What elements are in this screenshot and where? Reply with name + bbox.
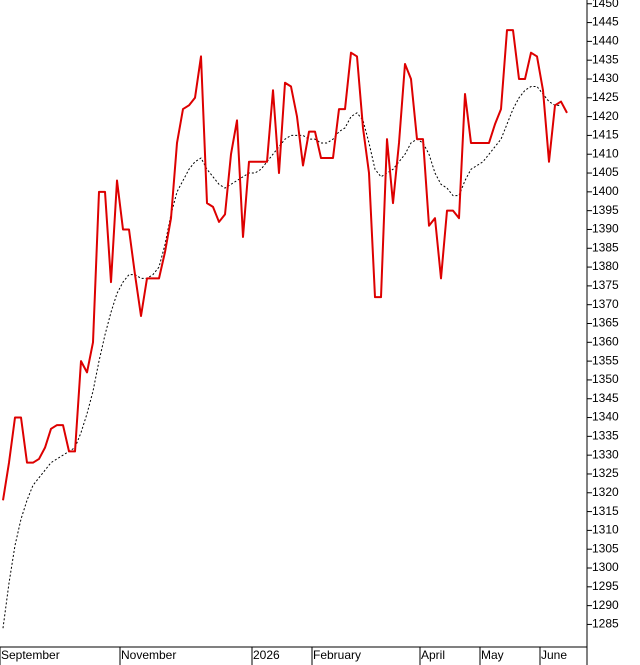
y-tick-label: 1370 (592, 297, 619, 311)
y-tick-label: 1300 (592, 560, 619, 574)
y-tick-label: 1380 (592, 259, 619, 273)
y-tick-label: 1350 (592, 372, 619, 386)
x-tick-label: June (541, 648, 567, 662)
y-tick-label: 1435 (592, 52, 619, 66)
y-tick-label: 1425 (592, 90, 619, 104)
x-tick-label: November (121, 648, 176, 662)
y-tick-label: 1325 (592, 466, 619, 480)
y-tick-label: 1395 (592, 203, 619, 217)
y-tick-label: 1340 (592, 410, 619, 424)
y-tick-label: 1315 (592, 504, 619, 518)
y-tick-label: 1415 (592, 128, 619, 142)
y-tick-label: 1390 (592, 222, 619, 236)
y-tick-label: 1375 (592, 278, 619, 292)
y-tick-label: 1430 (592, 71, 619, 85)
y-tick-label: 1320 (592, 485, 619, 499)
y-tick-label: 1385 (592, 240, 619, 254)
y-tick-label: 1450 (592, 0, 619, 10)
x-tick-label: February (313, 648, 361, 662)
y-tick-label: 1405 (592, 165, 619, 179)
y-tick-label: 1345 (592, 391, 619, 405)
x-tick-label: May (481, 648, 504, 662)
y-tick-label: 1355 (592, 353, 619, 367)
y-tick-label: 1400 (592, 184, 619, 198)
y-tick-label: 1310 (592, 523, 619, 537)
y-tick-label: 1290 (592, 598, 619, 612)
series-line (2, 86, 561, 629)
y-tick-label: 1420 (592, 109, 619, 123)
y-tick-label: 1305 (592, 541, 619, 555)
y-tick-label: 1445 (592, 15, 619, 29)
y-tick-label: 1360 (592, 334, 619, 348)
series-line (2, 29, 568, 501)
x-tick-label: 2026 (253, 648, 280, 662)
y-tick-label: 1365 (592, 316, 619, 330)
y-tick-label: 1335 (592, 429, 619, 443)
x-tick-label: September (1, 648, 60, 662)
y-tick-label: 1285 (592, 617, 619, 631)
y-tick-label: 1410 (592, 146, 619, 160)
y-tick-label: 1440 (592, 34, 619, 48)
y-tick-label: 1330 (592, 447, 619, 461)
y-tick-label: 1295 (592, 579, 619, 593)
x-tick-label: April (421, 648, 445, 662)
